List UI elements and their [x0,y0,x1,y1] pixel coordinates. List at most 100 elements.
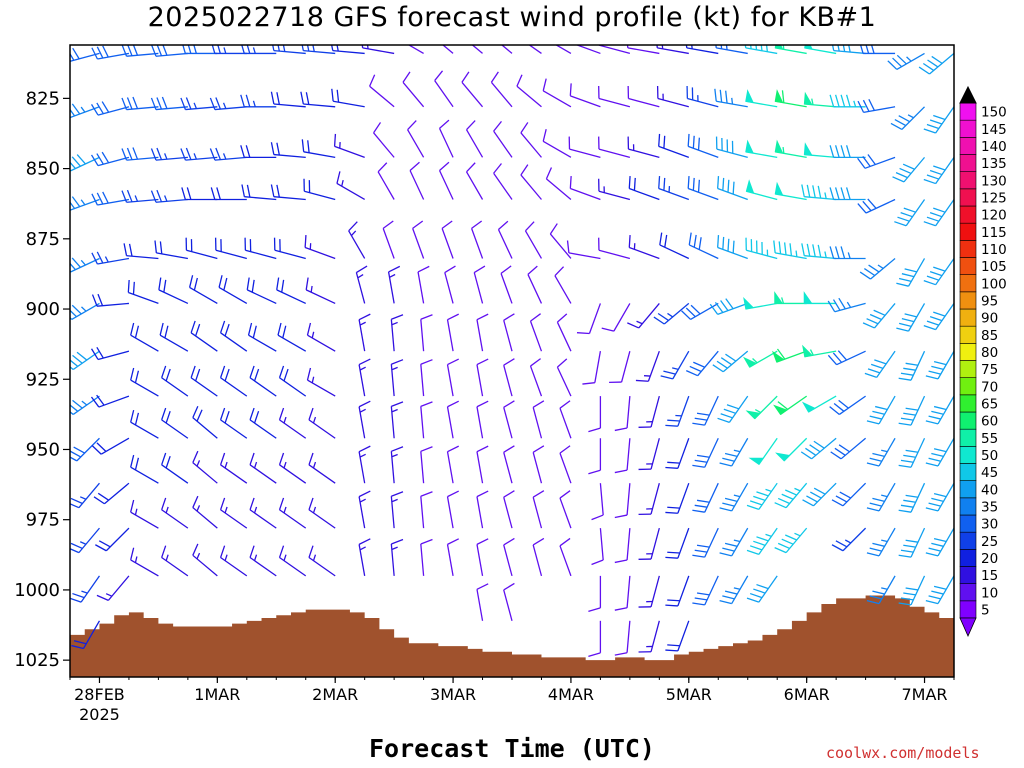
wind-barb [559,490,572,529]
wind-barb [559,537,572,577]
wind-barb [692,395,719,426]
wind-barb [774,527,808,554]
wind-barb [614,575,631,611]
x-tick-label: 4MAR [548,685,594,704]
colorbar-segment [959,428,977,447]
wind-barb [181,187,218,201]
wind-barb [70,482,100,509]
wind-barb [588,396,602,433]
credit-text: coolwx.com/models [826,744,980,762]
wind-barb [745,89,778,108]
wind-barb [390,446,404,484]
wind-barb [192,405,218,439]
wind-barb [774,89,807,108]
x-tick-label: 5MAR [666,685,712,704]
colorbar-label: 80 [981,345,998,361]
terrain-fill [70,595,954,677]
x-tick-label: 3MAR [430,685,476,704]
wind-barb [390,491,404,529]
colorbar-label: 130 [981,173,1007,189]
wind-barb [161,365,189,397]
wind-barb [90,347,130,361]
wind-barb [925,395,954,425]
wind-barb [801,395,837,413]
wind-barb [628,235,660,260]
wind-barb [185,237,218,260]
wind-barb [373,122,395,158]
wind-barb [476,583,489,621]
colorbar-segment [959,446,977,464]
wind-barb [803,91,837,108]
wind-barb [801,184,837,201]
colorbar-label: 15 [981,568,998,584]
wind-barb [96,575,130,601]
wind-barb [70,528,71,530]
wind-barb [687,133,719,158]
wind-barb [446,490,460,529]
wind-barb [638,575,660,608]
colorbar-segment [959,583,977,602]
wind-barb [614,483,631,519]
wind-barb [542,129,572,158]
colorbar-top-arrow [959,85,977,104]
wind-barb [412,220,425,259]
wind-barb [130,499,159,529]
wind-barb [476,490,489,529]
wind-barb [925,575,954,605]
wind-barb [896,258,926,287]
wind-barb [598,237,631,260]
colorbar-label: 70 [981,379,998,395]
wind-barb [659,232,690,260]
wind-barb [864,350,896,378]
wind-barb [159,322,189,352]
wind-barb [554,266,572,304]
wind-barb [161,452,189,484]
wind-barb [270,142,306,159]
wind-barb [278,497,307,529]
wind-barb [249,407,277,439]
wind-barb [829,94,866,108]
wind-barb [150,189,188,203]
wind-barb [582,351,602,385]
wind-barb [802,344,837,358]
wind-barb [715,45,748,55]
wind-barb [192,495,218,529]
wind-barb [687,176,719,201]
x-tick-sublabel: 2025 [79,705,120,724]
wind-barb [898,527,926,558]
wind-barb [830,437,867,460]
wind-barb [336,171,365,201]
wind-barb [588,438,602,475]
wind-barb [93,482,130,505]
wind-barb [503,358,515,397]
wind-barb [446,313,460,352]
wind-barb [308,497,336,529]
wind-barb [190,365,218,397]
y-tick-label: 925 [26,369,60,390]
wind-barb [527,265,543,304]
wind-barb [331,45,365,55]
colorbar-label: 75 [981,362,998,378]
wind-barb [685,45,719,55]
colorbar-segment [959,205,977,224]
wind-barb [70,199,71,201]
wind-barb [556,358,572,397]
wind-barb [638,483,660,516]
wind-barb [219,545,248,577]
wind-barb [470,220,484,259]
wind-barb [866,482,896,512]
wind-barb [70,483,71,485]
wind-barb [898,482,926,513]
wind-barb [446,358,460,397]
colorbar-label: 95 [981,293,998,309]
wind-barb [493,120,513,158]
wind-barb [559,445,572,484]
wind-barb [774,139,807,158]
wind-barb [420,359,433,397]
wind-barb [270,184,306,201]
wind-barb [249,545,277,577]
colorbar-label: 55 [981,431,998,447]
wind-barb [626,45,660,55]
wind-barb [569,176,601,201]
wind-barb [127,279,159,305]
